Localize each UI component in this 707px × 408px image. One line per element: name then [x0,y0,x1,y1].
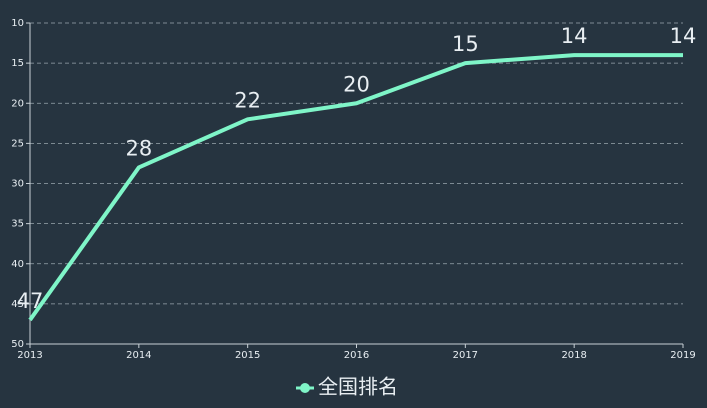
y-tick-label: 50 [11,339,24,350]
data-label: 14 [561,24,588,48]
x-tick-label: 2018 [561,350,586,361]
data-label: 28 [125,136,152,160]
data-label: 15 [452,32,479,56]
data-label: 47 [17,289,44,313]
data-label: 22 [234,88,261,112]
y-tick-label: 45 [11,299,24,310]
y-tick-label: 30 [11,179,24,190]
x-tick-label: 2017 [453,350,478,361]
y-tick-label: 10 [11,18,24,29]
y-tick-label: 25 [11,138,24,149]
y-tick-label: 15 [11,58,24,69]
data-label: 14 [670,24,697,48]
x-tick-label: 2013 [17,350,42,361]
x-tick-label: 2015 [235,350,260,361]
legend-marker [300,383,310,393]
legend-label: 全国排名 [318,375,398,399]
data-label: 20 [343,72,370,96]
y-tick-label: 20 [11,98,24,109]
x-tick-label: 2019 [670,350,695,361]
series-line [28,53,683,322]
x-tick-label: 2014 [126,350,151,361]
y-tick-label: 35 [11,219,24,230]
x-tick-label: 2016 [344,350,369,361]
y-tick-label: 40 [11,259,24,270]
